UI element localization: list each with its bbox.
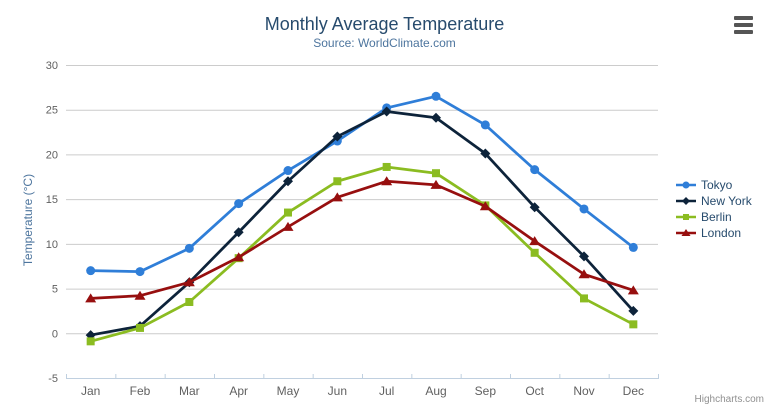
data-point[interactable]: [628, 305, 639, 316]
x-axis-label: Jul: [379, 384, 394, 398]
data-point[interactable]: [331, 192, 343, 202]
data-point: [682, 181, 690, 189]
legend-item-new-york[interactable]: New York: [676, 193, 752, 209]
legend-item-label: London: [701, 226, 742, 240]
x-axis-label: Feb: [130, 384, 151, 398]
data-point[interactable]: [233, 252, 245, 262]
x-axis-label: Aug: [425, 384, 446, 398]
data-point[interactable]: [332, 131, 343, 142]
legend: Tokyo New York Berlin London: [676, 177, 752, 241]
data-point[interactable]: [282, 221, 294, 231]
y-axis-label: 25: [46, 105, 58, 117]
data-point[interactable]: [284, 208, 292, 217]
x-axis-label: May: [277, 384, 300, 398]
data-point[interactable]: [135, 267, 145, 277]
data-point[interactable]: [333, 177, 342, 186]
series-line: [89, 110, 635, 337]
legend-item-tokyo[interactable]: Tokyo: [676, 177, 752, 193]
data-point[interactable]: [432, 169, 440, 178]
credits-link[interactable]: Highcharts.com: [694, 394, 764, 405]
data-point: [681, 229, 691, 236]
data-point[interactable]: [183, 277, 195, 287]
x-axis-label: Mar: [179, 384, 200, 398]
series-tokyo: [86, 91, 638, 277]
legend-item-label: Tokyo: [701, 178, 733, 192]
x-axis-label: Jun: [328, 384, 347, 398]
data-point[interactable]: [629, 320, 638, 329]
data-point[interactable]: [529, 202, 540, 213]
data-point[interactable]: [530, 248, 539, 257]
legend-item-berlin[interactable]: Berlin: [676, 209, 752, 225]
y-axis-label: 0: [52, 328, 58, 340]
export-menu-button[interactable]: [732, 14, 755, 36]
data-point: [683, 214, 689, 220]
data-point[interactable]: [381, 176, 393, 186]
data-point[interactable]: [283, 176, 293, 187]
x-axis-label: Sep: [475, 384, 497, 398]
x-axis-label: Oct: [525, 384, 544, 398]
data-point: [682, 197, 690, 205]
data-point[interactable]: [480, 120, 490, 130]
y-axis-label: 15: [46, 194, 58, 206]
series-london: [85, 176, 639, 303]
data-point[interactable]: [234, 199, 244, 209]
data-point[interactable]: [283, 166, 293, 176]
data-point[interactable]: [184, 243, 194, 253]
data-point[interactable]: [579, 204, 589, 214]
x-axis-label: Nov: [573, 384, 594, 398]
data-point[interactable]: [580, 294, 588, 303]
y-axis-label: 30: [46, 60, 58, 72]
data-point[interactable]: [579, 251, 589, 262]
data-point[interactable]: [431, 112, 441, 123]
y-axis-label: 5: [52, 284, 58, 296]
series-line: [89, 165, 635, 343]
y-axis-label: -5: [48, 373, 58, 385]
legend-item-london[interactable]: London: [676, 225, 752, 241]
data-point[interactable]: [86, 337, 95, 346]
data-point[interactable]: [85, 293, 97, 303]
data-point[interactable]: [529, 236, 541, 246]
legend-marker-icon: [676, 197, 696, 205]
legend-item-label: Berlin: [701, 210, 732, 224]
data-point[interactable]: [628, 242, 638, 252]
y-axis-label: 20: [46, 149, 58, 161]
series-line: [89, 179, 635, 300]
x-axis-label: Dec: [623, 384, 644, 398]
x-axis-label: Jan: [81, 384, 100, 398]
legend-marker-icon: [676, 181, 696, 189]
x-axis-label: Apr: [229, 384, 248, 398]
legend-item-label: New York: [701, 194, 752, 208]
data-point[interactable]: [381, 106, 392, 117]
hamburger-menu-icon: [734, 16, 753, 34]
data-point[interactable]: [578, 269, 590, 279]
data-point[interactable]: [382, 162, 391, 171]
data-point[interactable]: [233, 227, 244, 238]
data-point[interactable]: [479, 201, 491, 211]
data-point[interactable]: [86, 266, 96, 276]
series-new-york: [85, 106, 639, 341]
data-point[interactable]: [185, 297, 194, 306]
data-point[interactable]: [136, 323, 144, 332]
data-point[interactable]: [431, 91, 441, 101]
data-point[interactable]: [627, 285, 639, 295]
legend-marker-icon: [676, 214, 696, 220]
chart-title: Monthly Average Temperature: [264, 14, 505, 34]
legend-marker-icon: [676, 229, 696, 236]
data-point[interactable]: [430, 179, 442, 189]
data-point[interactable]: [134, 290, 146, 300]
chart-subtitle: Source: WorldClimate.com: [313, 36, 456, 50]
y-axis-label: 10: [46, 239, 58, 251]
data-point[interactable]: [480, 148, 491, 159]
data-point[interactable]: [530, 165, 540, 175]
